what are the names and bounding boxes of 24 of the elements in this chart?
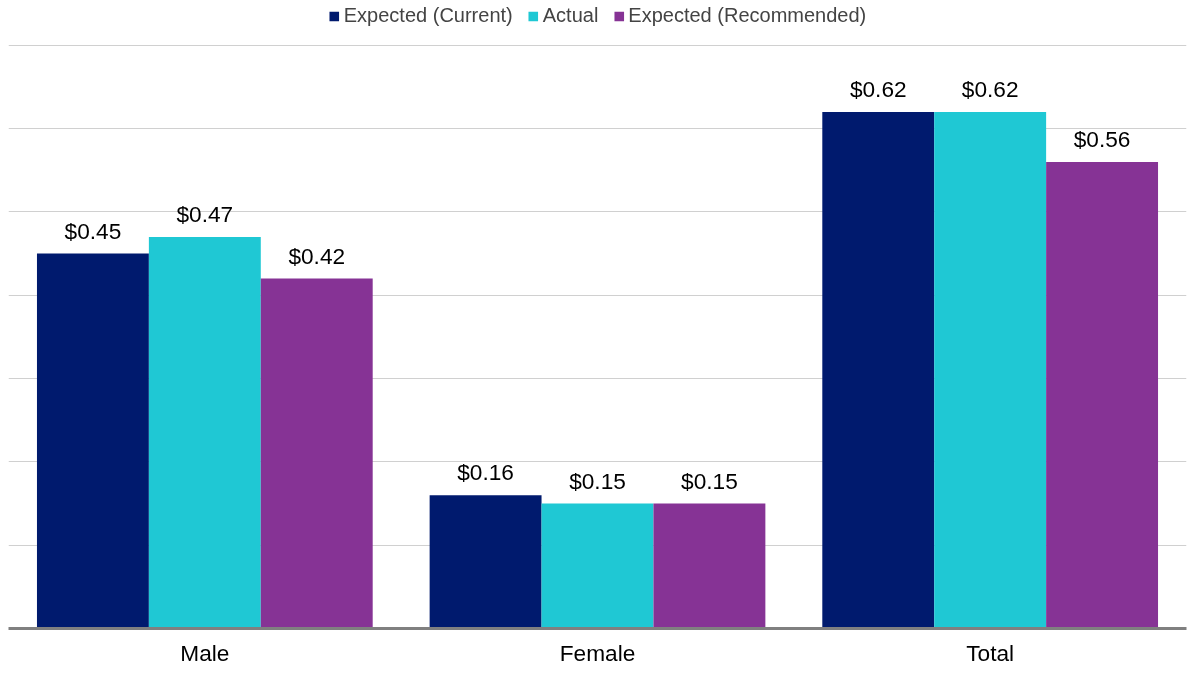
data-label: $0.42 bbox=[288, 242, 346, 269]
bar bbox=[822, 111, 935, 629]
legend-label: Expected (Recommended) bbox=[628, 4, 867, 27]
data-label: $0.56 bbox=[1073, 125, 1131, 152]
bar bbox=[429, 495, 542, 629]
bar bbox=[36, 253, 149, 629]
data-label: $0.47 bbox=[176, 200, 234, 227]
bar bbox=[653, 503, 766, 629]
legend-label: Expected (Current) bbox=[343, 4, 513, 27]
bar bbox=[541, 503, 654, 629]
legend-label: Actual bbox=[542, 4, 599, 27]
data-label: $0.62 bbox=[961, 75, 1019, 102]
data-label: $0.15 bbox=[681, 467, 738, 494]
bar bbox=[260, 278, 373, 629]
data-label: $0.45 bbox=[64, 217, 122, 244]
data-label: $0.62 bbox=[849, 75, 907, 102]
x-tick-label: Male bbox=[180, 639, 230, 666]
x-tick-label: Female bbox=[559, 639, 636, 666]
x-tick-label: Total bbox=[966, 639, 1015, 666]
bar bbox=[148, 236, 261, 629]
data-label: $0.16 bbox=[457, 459, 514, 486]
data-label: $0.15 bbox=[569, 467, 626, 494]
bar bbox=[934, 111, 1047, 629]
bar bbox=[1046, 161, 1159, 629]
